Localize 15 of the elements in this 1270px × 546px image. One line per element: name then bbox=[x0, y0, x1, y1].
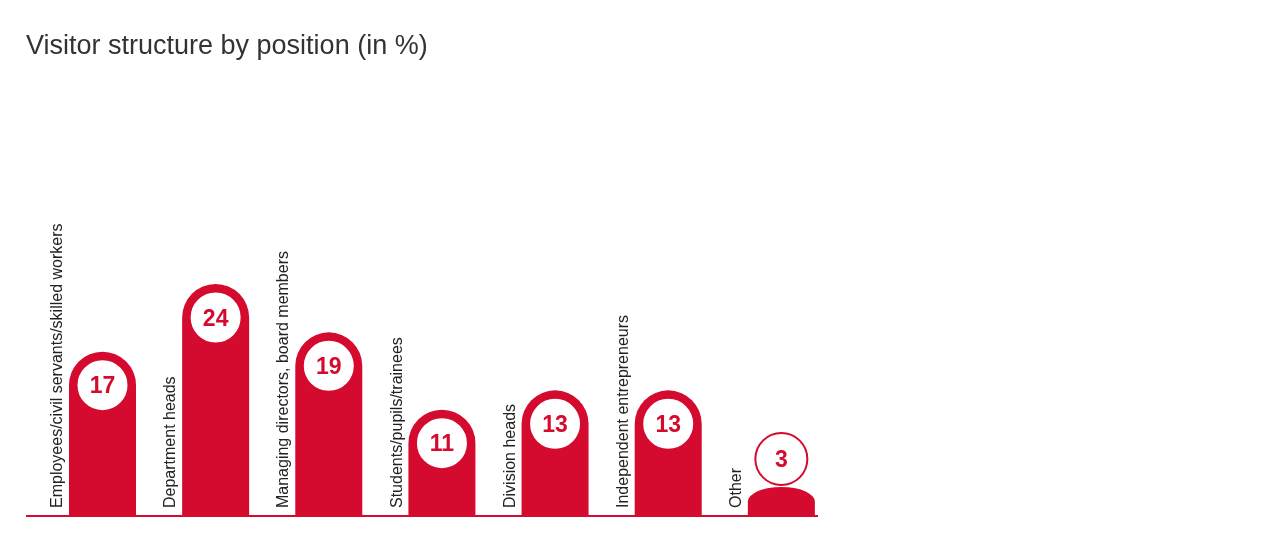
x-tick-label: Managing directors, board members bbox=[274, 250, 292, 508]
data-label: 24 bbox=[202, 304, 229, 331]
x-tick-label: Department heads bbox=[161, 376, 179, 508]
x-tick-label: Other bbox=[727, 467, 745, 508]
chart-title: Visitor structure by position (in %) bbox=[26, 30, 428, 61]
x-tick-label: Independent entrepreneurs bbox=[613, 314, 631, 508]
x-tick-label: Division heads bbox=[500, 403, 518, 508]
x-tick-label: Students/pupils/trainees bbox=[387, 337, 405, 508]
data-label: 13 bbox=[655, 410, 682, 437]
data-label: 3 bbox=[774, 446, 788, 473]
data-label: 11 bbox=[429, 430, 455, 457]
data-label: 19 bbox=[315, 352, 342, 379]
data-label: 17 bbox=[89, 372, 116, 399]
x-tick-label: Employees/civil servants/skilled workers bbox=[48, 223, 66, 508]
data-label: 13 bbox=[542, 410, 568, 437]
